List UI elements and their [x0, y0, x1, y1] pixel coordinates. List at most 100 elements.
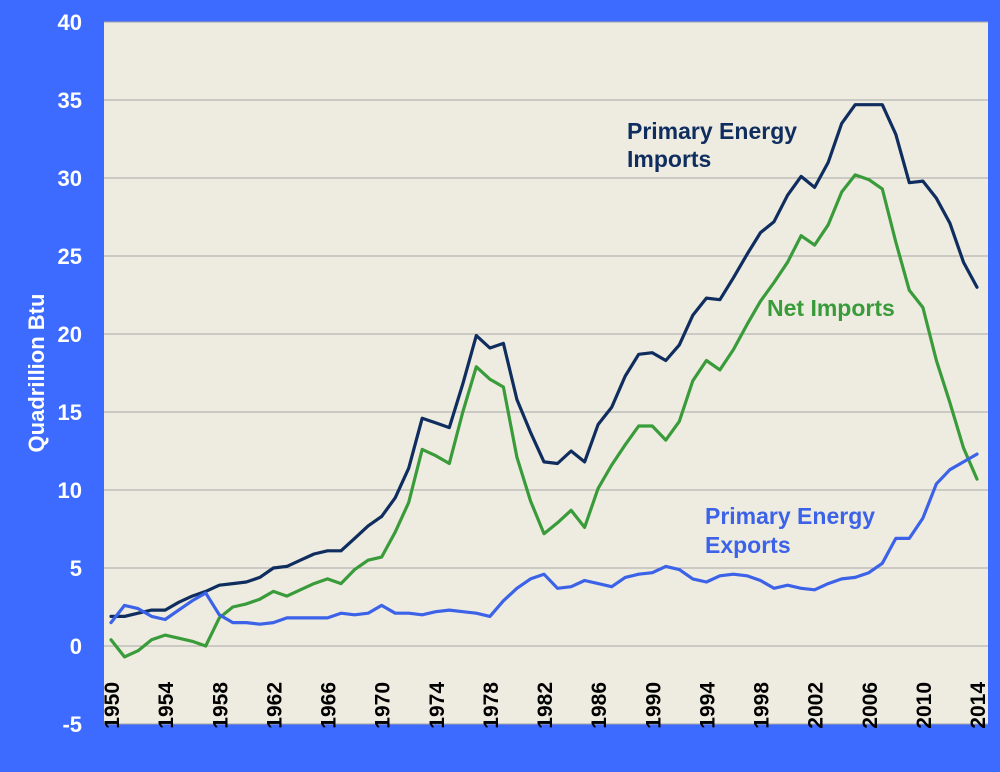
data-point [935, 482, 938, 485]
data-point [177, 608, 180, 612]
data-point [272, 566, 275, 570]
data-point [610, 585, 613, 588]
data-point [150, 608, 153, 612]
data-point [515, 456, 519, 459]
data-point [339, 582, 343, 585]
data-point [245, 580, 248, 584]
data-point [421, 448, 424, 451]
data-point [962, 261, 965, 264]
data-point [624, 576, 627, 579]
data-point [772, 587, 776, 590]
x-tick-label: 2006 [859, 682, 882, 729]
data-point [529, 499, 532, 503]
data-point [218, 613, 221, 616]
data-point [799, 234, 803, 237]
data-point [448, 426, 451, 429]
data-point [759, 300, 762, 303]
data-point [163, 633, 167, 637]
x-tick-label: 1950 [101, 682, 124, 729]
data-point [515, 587, 519, 590]
data-point [272, 621, 275, 624]
data-point [475, 334, 478, 337]
data-point [827, 223, 830, 226]
annotation-primary-energy-exports: Primary Energy Exports [705, 503, 881, 558]
data-point [799, 587, 803, 590]
data-point [705, 296, 708, 300]
data-point [407, 501, 410, 504]
data-point [596, 423, 600, 426]
data-point [123, 655, 126, 659]
data-point [935, 359, 938, 362]
data-point [569, 585, 573, 588]
plot-area [104, 22, 988, 724]
data-point [881, 187, 884, 191]
data-point [285, 594, 289, 598]
annotation-imports-line-2: Imports [627, 146, 711, 172]
data-point [123, 604, 126, 607]
y-tick-label: 0 [70, 634, 82, 659]
data-point [136, 607, 140, 610]
annotation-primary-energy-imports: Primary Energy Imports [627, 118, 803, 172]
y-axis-ticks: -5 0 5 10 15 20 25 30 35 40 [58, 10, 82, 737]
data-point [556, 587, 559, 590]
data-point [434, 610, 437, 613]
data-point [935, 197, 938, 200]
x-tick-label: 1962 [263, 682, 286, 729]
data-point [502, 385, 505, 389]
data-point [177, 601, 180, 604]
data-point [488, 378, 492, 381]
data-point [894, 133, 897, 136]
data-point [150, 638, 153, 641]
data-point [258, 598, 261, 601]
data-point [258, 576, 261, 579]
x-tick-label: 2014 [967, 682, 990, 729]
data-point [813, 186, 816, 189]
data-point [745, 574, 749, 577]
data-point [854, 576, 857, 579]
data-point [637, 424, 640, 428]
data-point [691, 379, 694, 382]
data-point [542, 460, 546, 464]
data-point [258, 623, 261, 626]
data-point [326, 577, 329, 581]
data-point [678, 420, 681, 423]
data-point [691, 577, 694, 581]
data-point [921, 516, 925, 520]
data-point [637, 353, 640, 356]
data-point [218, 616, 221, 620]
data-point [299, 616, 302, 620]
data-point [366, 559, 370, 562]
data-point [231, 621, 234, 624]
data-point [394, 612, 397, 615]
data-point [583, 460, 586, 464]
data-point [610, 463, 613, 467]
data-point [962, 446, 965, 450]
x-tick-label: 1998 [751, 682, 774, 729]
data-point [529, 431, 532, 434]
data-point [312, 582, 316, 585]
y-tick-label: 25 [58, 244, 82, 269]
data-point [881, 103, 884, 106]
data-point [299, 588, 302, 591]
data-point [840, 190, 843, 194]
data-point [407, 612, 410, 615]
data-point [136, 649, 140, 652]
data-point [204, 591, 207, 595]
data-point [975, 477, 979, 481]
data-point [799, 175, 803, 178]
data-point [123, 615, 126, 618]
data-point [881, 562, 884, 565]
data-point [921, 306, 925, 309]
data-point [786, 261, 789, 264]
x-tick-label: 1994 [696, 682, 719, 729]
data-point [488, 346, 492, 350]
data-point [948, 401, 952, 404]
data-point [718, 298, 722, 301]
annotation-net-imports: Net Imports [767, 295, 895, 321]
data-point [867, 571, 870, 574]
data-point [786, 584, 789, 587]
data-point [651, 571, 654, 574]
data-point [326, 549, 329, 552]
data-point [434, 454, 437, 457]
